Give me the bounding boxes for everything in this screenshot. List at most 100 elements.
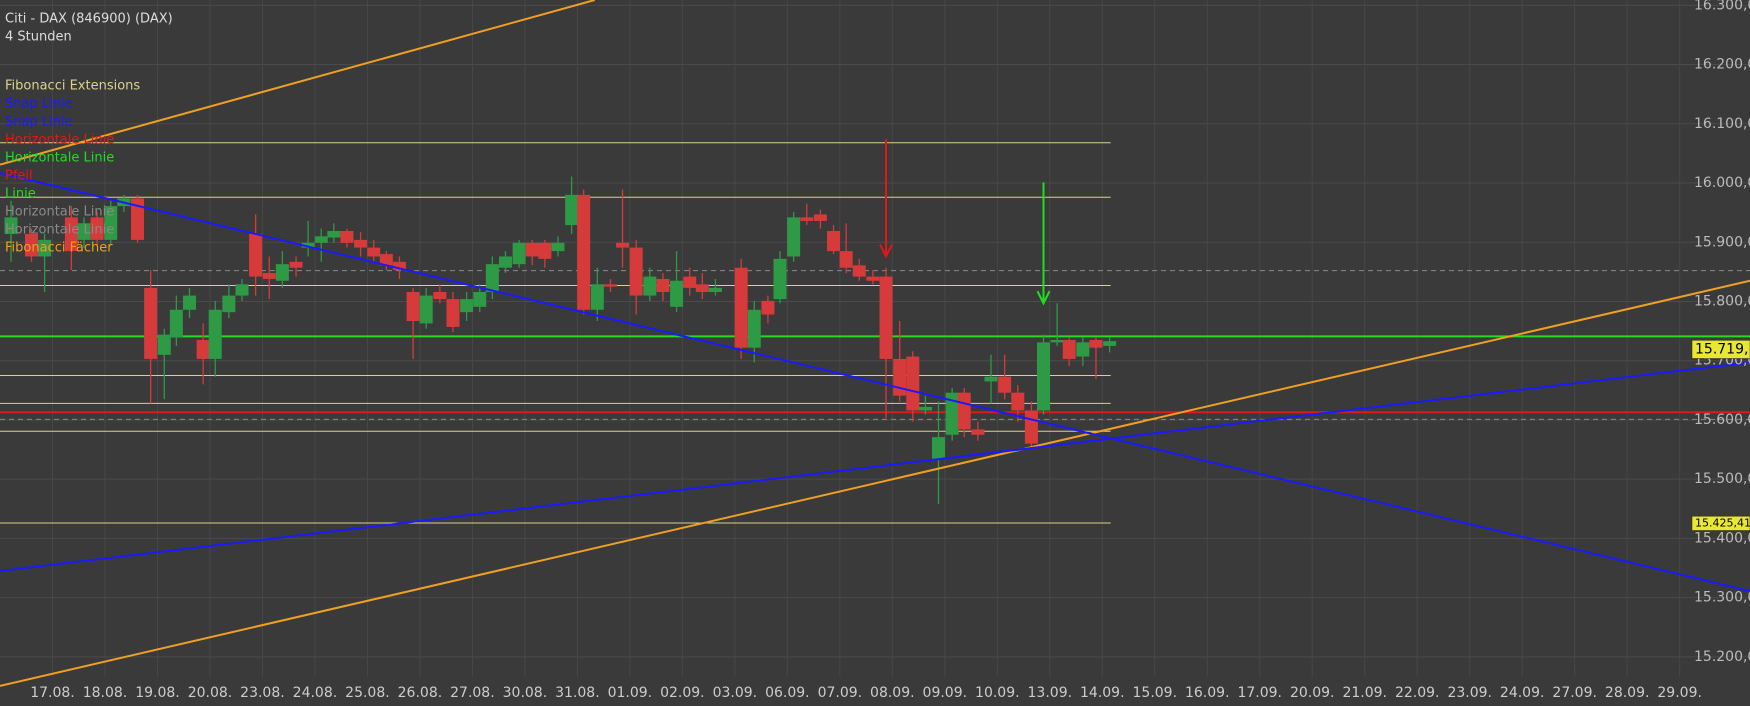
candle-body <box>643 276 657 296</box>
candle-body <box>629 247 643 296</box>
x-tick-label: 27.09. <box>1552 685 1597 701</box>
legend-entry: Linie <box>5 187 36 202</box>
y-tick-label: 15.500,0 <box>1694 471 1750 487</box>
legend-entry: Horizontale Linie <box>5 133 114 148</box>
y-tick-label: 15.800,0 <box>1694 293 1750 309</box>
candle-body <box>761 300 775 315</box>
x-tick-label: 23.08. <box>240 685 285 701</box>
y-tick-label: 16.000,0 <box>1694 175 1750 191</box>
y-tick-label: 16.100,0 <box>1694 116 1750 132</box>
x-tick-label: 30.08. <box>503 685 548 701</box>
chart-subtitle: 4 Stunden <box>5 30 72 45</box>
candle-body <box>473 292 487 307</box>
x-tick-label: 03.09. <box>713 685 758 701</box>
x-tick-label: 24.09. <box>1500 685 1545 701</box>
x-tick-label: 14.09. <box>1080 685 1125 701</box>
candle-body <box>551 242 565 252</box>
candle-body <box>498 256 512 268</box>
legend-entry: Fibonacci Fächer <box>5 241 113 256</box>
y-tick-label: 15.200,0 <box>1694 649 1750 665</box>
y-tick-label: 15.400,0 <box>1694 530 1750 546</box>
candle-body <box>590 284 604 310</box>
x-tick-label: 28.09. <box>1605 685 1650 701</box>
candle-body <box>90 217 104 240</box>
x-tick-label: 26.08. <box>398 685 443 701</box>
trend-line <box>0 279 1750 687</box>
candle-body <box>301 242 315 248</box>
candle-body <box>392 261 406 271</box>
candle-body <box>275 264 289 281</box>
candle-body <box>1036 342 1050 411</box>
x-tick-label: 29.09. <box>1657 685 1702 701</box>
candle-body <box>945 392 959 435</box>
price-label-box <box>1691 340 1750 359</box>
x-tick-label: 23.09. <box>1447 685 1492 701</box>
candle-body <box>616 242 630 248</box>
candle-body <box>38 239 52 257</box>
candle-body <box>379 254 393 266</box>
candle-body <box>460 299 474 313</box>
candle-body <box>4 217 18 234</box>
x-tick-label: 21.09. <box>1342 685 1387 701</box>
x-tick-label: 09.09. <box>923 685 968 701</box>
arrow-head <box>1036 290 1051 306</box>
candle-body <box>131 198 145 240</box>
candle-body <box>971 429 985 435</box>
candle-body <box>1024 410 1038 444</box>
candle-body <box>406 292 420 322</box>
arrow-head <box>879 244 893 259</box>
candle-body <box>800 217 814 221</box>
candle-body <box>64 217 78 252</box>
candle-body <box>182 295 196 310</box>
candle-body <box>839 251 853 268</box>
x-tick-label: 22.09. <box>1395 685 1440 701</box>
candle-body <box>314 236 328 243</box>
candle-body <box>747 309 761 348</box>
candle-body <box>157 334 171 355</box>
price-label: 15.425,41 <box>1695 516 1750 529</box>
y-tick-label: 16.200,0 <box>1694 57 1750 73</box>
candle-body <box>603 284 617 287</box>
candle-body <box>577 194 591 310</box>
candle-body <box>77 223 91 240</box>
chart-title: Citi - DAX (846900) (DAX) <box>5 12 173 27</box>
legend-entry: Horizontale Linie <box>5 205 114 220</box>
legend-entry: Horizontale Linie <box>5 223 114 238</box>
candle-body <box>512 242 526 265</box>
legend-entry: Pfeil <box>5 169 33 184</box>
candle-body <box>446 299 460 327</box>
x-tick-label: 24.08. <box>293 685 338 701</box>
candle-body <box>852 265 866 277</box>
candle-body <box>565 194 579 226</box>
y-tick-label: 15.600,0 <box>1694 412 1750 428</box>
y-tick-label: 15.900,0 <box>1694 234 1750 250</box>
candle-body <box>773 258 787 300</box>
x-tick-label: 25.08. <box>345 685 390 701</box>
candle-body <box>932 437 946 460</box>
x-tick-label: 31.08. <box>555 685 600 701</box>
candle-body <box>984 376 998 382</box>
y-tick-label: 15.300,0 <box>1694 590 1750 606</box>
candle-body <box>1050 339 1064 343</box>
legend-entry: Snap Linie <box>5 97 73 112</box>
candle-body <box>262 273 276 279</box>
candle-body <box>957 392 971 430</box>
x-tick-label: 10.09. <box>975 685 1020 701</box>
candle-body <box>144 287 158 359</box>
candle-body <box>222 295 236 313</box>
x-tick-label: 13.09. <box>1028 685 1073 701</box>
candle-body <box>893 358 907 396</box>
price-label-box <box>1691 515 1750 531</box>
y-tick-label: 16.300,0 <box>1694 0 1750 13</box>
candle-body <box>419 295 433 324</box>
candle-body <box>525 242 539 257</box>
candle-body <box>367 247 381 257</box>
candle-body <box>670 280 684 307</box>
candle-body <box>734 267 748 348</box>
candle-body <box>249 233 263 277</box>
candle-body <box>169 309 183 338</box>
x-tick-label: 01.09. <box>608 685 653 701</box>
